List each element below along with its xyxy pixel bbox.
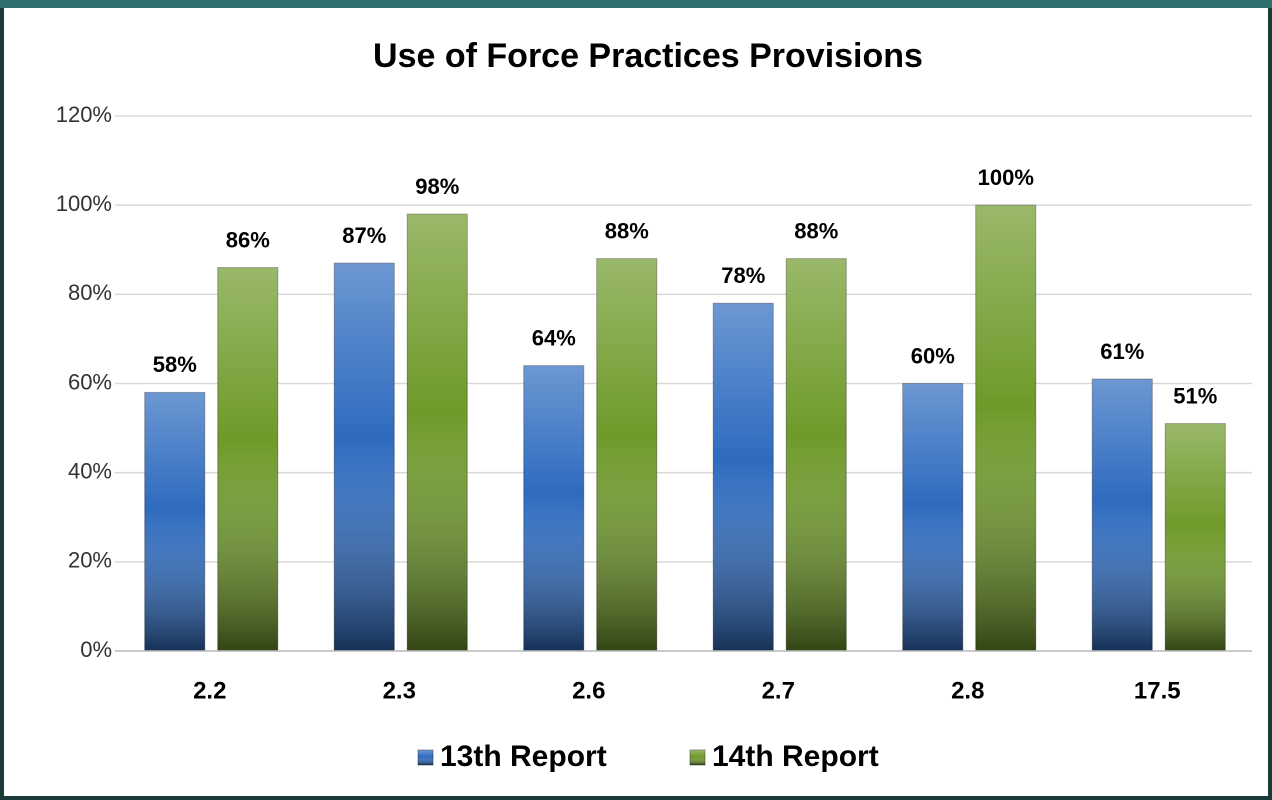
data-label: 64%	[532, 325, 576, 350]
x-tick-label: 2.8	[951, 677, 984, 704]
bar	[1164, 423, 1226, 652]
data-label: 60%	[911, 343, 955, 368]
data-label: 98%	[415, 174, 459, 199]
bar	[785, 258, 847, 652]
chart-title: Use of Force Practices Provisions	[373, 37, 923, 75]
bar	[975, 204, 1037, 652]
legend-swatch-shade	[690, 750, 705, 765]
data-label: 58%	[153, 352, 197, 377]
y-tick-label: 40%	[68, 458, 112, 483]
y-tick-label: 0%	[80, 637, 112, 662]
bar	[406, 213, 468, 652]
y-tick-label: 60%	[68, 369, 112, 394]
y-tick-label: 20%	[68, 548, 112, 573]
bar	[217, 267, 279, 652]
y-tick-label: 80%	[68, 280, 112, 305]
data-label: 100%	[978, 165, 1034, 190]
legend-label: 13th Report	[440, 740, 607, 773]
data-label: 86%	[226, 227, 270, 252]
x-tick-label: 17.5	[1134, 677, 1181, 704]
data-label: 88%	[794, 218, 838, 243]
x-tick-label: 2.3	[383, 677, 416, 704]
y-tick-label: 120%	[56, 102, 112, 127]
y-tick-label: 100%	[56, 191, 112, 216]
x-tick-label: 2.2	[193, 677, 226, 704]
data-label: 88%	[605, 218, 649, 243]
bar	[523, 365, 585, 652]
x-tick-label: 2.6	[572, 677, 605, 704]
bar	[596, 258, 658, 652]
data-label: 51%	[1173, 383, 1217, 408]
bar	[1091, 378, 1153, 652]
top-strip	[0, 0, 1272, 8]
data-label: 78%	[721, 263, 765, 288]
bar	[712, 302, 774, 652]
bar	[333, 262, 395, 652]
bar	[144, 391, 206, 652]
data-label: 61%	[1100, 339, 1144, 364]
x-tick-label: 2.7	[762, 677, 795, 704]
data-label: 87%	[342, 223, 386, 248]
bar	[902, 383, 964, 652]
legend-label: 14th Report	[712, 740, 879, 773]
legend-swatch-shade	[418, 750, 433, 765]
